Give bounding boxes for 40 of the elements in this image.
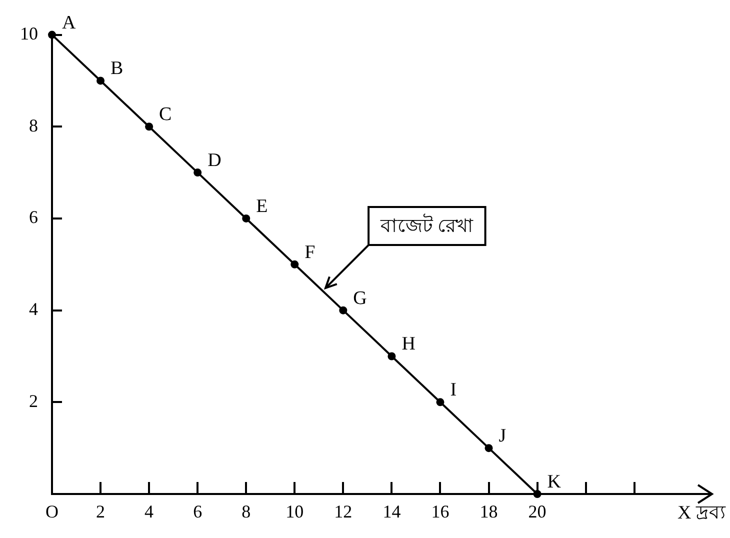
data-label: D <box>208 150 222 172</box>
point <box>194 168 202 177</box>
x-tick-label: 6 <box>193 502 202 522</box>
x-tick-label: 2 <box>96 502 106 522</box>
point <box>339 306 348 314</box>
x-tick-label: 14 <box>382 502 401 522</box>
x-tick-label: 16 <box>431 502 450 522</box>
x-axis-title: X দ্রব্য <box>678 502 726 524</box>
x-tick-label: 4 <box>144 502 154 522</box>
point <box>388 352 396 360</box>
data-label: C <box>159 104 172 126</box>
data-label: K <box>547 471 562 492</box>
point <box>48 30 56 39</box>
x-tick-label: 12 <box>334 502 352 522</box>
data-label: E <box>256 196 268 217</box>
x-tick-label: 20 <box>528 502 546 522</box>
x-tick-label: 8 <box>242 502 251 522</box>
annotation: বাজেট রেখা <box>380 214 474 238</box>
point <box>533 490 542 498</box>
data-label: I <box>450 380 457 401</box>
point <box>145 122 154 131</box>
x-tick-label: O <box>46 502 58 522</box>
point <box>436 398 444 406</box>
point <box>96 76 105 85</box>
y-tick-label: 4 <box>29 299 38 320</box>
x-tick-label: 18 <box>480 502 498 522</box>
point <box>242 214 250 222</box>
point <box>484 444 493 452</box>
y-tick-label: 8 <box>29 115 38 136</box>
y-tick-label: 2 <box>29 390 38 411</box>
data-label: A <box>62 12 76 34</box>
x-tick-label: 10 <box>286 502 304 522</box>
data-label: F <box>304 242 316 263</box>
data-label: G <box>353 288 368 309</box>
data-label: B <box>110 58 124 80</box>
y-tick-label: 10 <box>20 24 38 44</box>
y-tick-label: 6 <box>29 207 38 228</box>
data-label: J <box>498 426 506 447</box>
data-label: H <box>402 334 416 355</box>
point <box>290 260 299 268</box>
